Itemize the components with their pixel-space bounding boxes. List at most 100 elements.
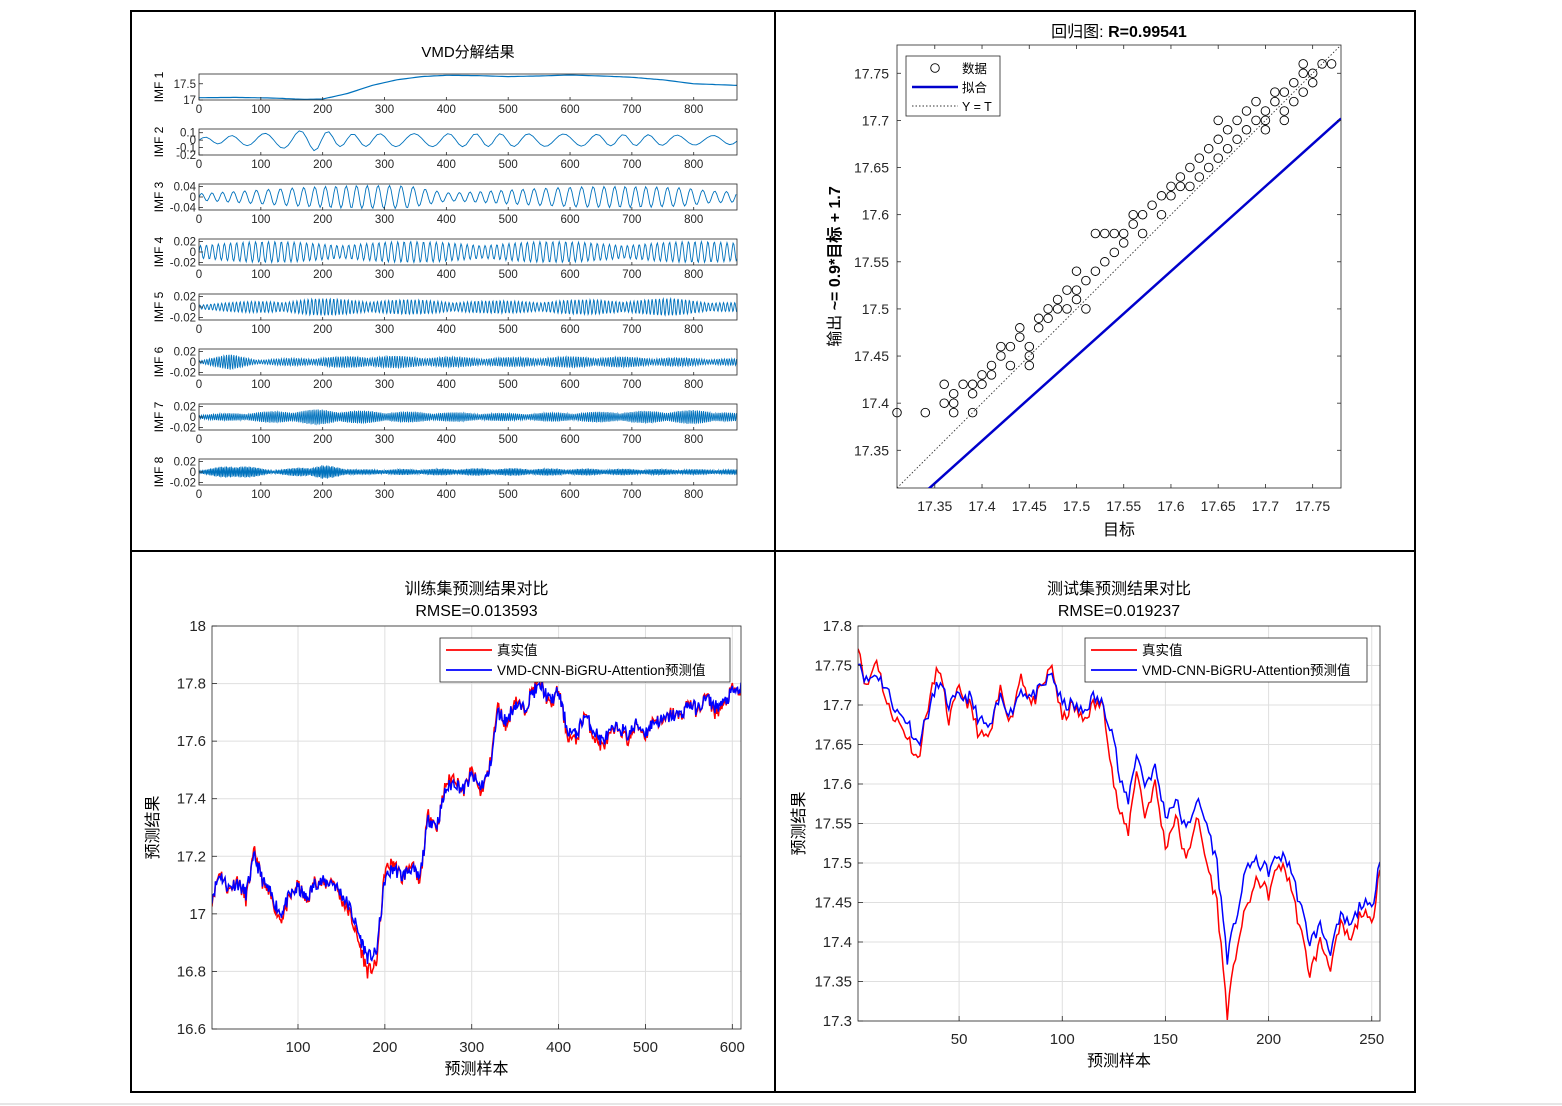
- data-point: [986, 360, 997, 371]
- data-point: [1090, 266, 1101, 276]
- data-point: [1317, 59, 1327, 69]
- data-point: [1071, 285, 1082, 295]
- imf-subplot-1: 17.5 170 100 200 300 400 500 600 700 800 IMF 1: [152, 71, 738, 116]
- data-point: [1147, 200, 1157, 210]
- imf-xtick-label: 800: [684, 159, 703, 171]
- imf-xtick-label: 600: [560, 159, 579, 171]
- x-tick-label: 100: [1050, 1031, 1075, 1048]
- fit-line: [927, 117, 1341, 488]
- imf-xtick-label: 700: [622, 324, 641, 336]
- x-tick-label: 200: [372, 1039, 397, 1056]
- imf-xtick-label: 500: [499, 214, 518, 226]
- data-point: [1279, 115, 1290, 126]
- x-tick-label: 17.65: [1201, 498, 1236, 514]
- imf-xtick-label: 700: [622, 489, 641, 501]
- data-point: [1033, 313, 1044, 324]
- imf-ytick-label: -0.02: [170, 477, 196, 489]
- y-tick-label: 17.55: [854, 254, 889, 270]
- data-point: [1213, 134, 1223, 145]
- imf-ytick-label: -0.02: [170, 312, 196, 324]
- x-tick-label: 50: [951, 1031, 968, 1048]
- imf-xtick-label: 0: [196, 214, 202, 226]
- imf-xtick-label: 800: [684, 269, 703, 281]
- data-point: [1137, 209, 1148, 220]
- x-tick-label: 250: [1359, 1031, 1384, 1048]
- y-tick-label: 17.75: [854, 65, 889, 81]
- test-legend: 真实值 VMD-CNN-BiGRU-Attention预测值: [1084, 637, 1368, 683]
- imf-xtick-label: 400: [437, 379, 456, 391]
- legend-label: VMD-CNN-BiGRU-Attention预测值: [1142, 663, 1351, 678]
- data-point: [1175, 181, 1186, 192]
- imf-xtick-label: 700: [622, 104, 641, 116]
- imf-ylabel: IMF 6: [152, 346, 166, 377]
- data-point: [1043, 313, 1053, 324]
- data-point: [1232, 115, 1242, 126]
- imf-xtick-label: 500: [499, 269, 518, 281]
- regression-panel: 回归图: R=0.99541 17.35 17.4 17.45 17.5 17.55 17.…: [826, 23, 1342, 539]
- data-point: [1100, 257, 1110, 267]
- data-point: [1015, 323, 1025, 333]
- imf-xtick-label: 400: [437, 324, 456, 336]
- data-point: [1100, 228, 1110, 239]
- data-point: [1024, 360, 1035, 371]
- legend-label: 数据: [962, 61, 987, 76]
- x-tick-label: 17.75: [1295, 498, 1330, 514]
- imf-series-line: [199, 74, 738, 101]
- train-axes-box: [211, 625, 742, 1030]
- legend-marker-data: [930, 63, 940, 73]
- x-tick-label: 17.7: [1252, 498, 1279, 514]
- imf-series-line: [198, 409, 738, 426]
- data-point: [1052, 304, 1063, 314]
- train-rmse: RMSE=0.013593: [415, 603, 537, 620]
- data-point: [1005, 360, 1016, 371]
- data-point: [1222, 143, 1233, 154]
- imf-xtick-label: 300: [375, 324, 394, 336]
- imf-ytick-label: 0.02: [174, 347, 196, 359]
- legend-box: [439, 637, 731, 683]
- data-point: [948, 398, 959, 408]
- imf-xtick-label: 400: [437, 489, 456, 501]
- imf-series-line: [198, 465, 738, 479]
- x-tick-label: 17.55: [1106, 498, 1141, 514]
- imf-xtick-label: 300: [375, 214, 394, 226]
- imf-ytick-label: 17.5: [174, 79, 196, 91]
- regression-title: 回归图: R=0.99541: [1051, 23, 1187, 41]
- identity-line: [897, 45, 1341, 488]
- y-tick-label: 17.4: [177, 791, 206, 808]
- imf-xtick-label: 0: [196, 489, 202, 501]
- y-tick-label: 16.6: [177, 1021, 206, 1038]
- data-point: [1024, 351, 1035, 361]
- data-point: [1166, 191, 1176, 201]
- imf-ylabel: IMF 5: [152, 291, 166, 322]
- imf-ylabel: IMF 7: [152, 401, 166, 432]
- data-point: [1203, 143, 1214, 154]
- data-point: [1033, 323, 1044, 333]
- imf-xtick-label: 200: [313, 269, 332, 281]
- regression-title-r: R=0.99541: [1108, 24, 1187, 41]
- imf-xtick-label: 100: [251, 104, 270, 116]
- imf-xtick-label: 300: [375, 269, 394, 281]
- data-points: [892, 59, 1337, 418]
- train-title: 训练集预测结果对比: [404, 580, 548, 598]
- imf-xtick-label: 100: [251, 214, 270, 226]
- imf-xtick-label: 300: [375, 104, 394, 116]
- imf-ytick-label: 0: [190, 467, 196, 479]
- imf-ytick-label: 0: [190, 302, 196, 314]
- data-point: [948, 388, 959, 399]
- imf-xtick-label: 600: [560, 214, 579, 226]
- y-tick-label: 17.7: [862, 112, 889, 128]
- train-y-axis-label: 预测结果: [144, 795, 162, 859]
- data-point: [939, 379, 949, 390]
- y-tick-label: 17.8: [823, 618, 852, 635]
- legend-label: 真实值: [1142, 643, 1183, 658]
- data-point: [1251, 115, 1261, 126]
- imf-ytick-label: 17: [183, 95, 196, 107]
- imf-xtick-label: 200: [313, 159, 332, 171]
- x-tick-label: 150: [1153, 1031, 1178, 1048]
- legend-label: VMD-CNN-BiGRU-Attention预测值: [497, 663, 706, 678]
